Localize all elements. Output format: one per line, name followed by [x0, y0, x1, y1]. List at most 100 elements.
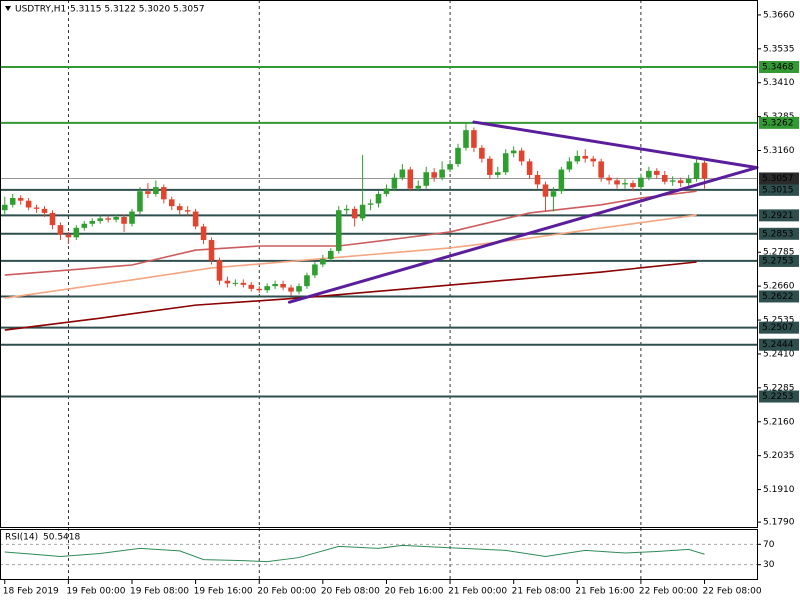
x-tick-label: 21 Feb 08:00 [512, 587, 571, 597]
candle-body [646, 170, 652, 178]
ohlc-readout: 5.3115 5.3122 5.3020 5.3057 [70, 5, 205, 15]
level-label-box [759, 290, 799, 303]
level-label: 5.2921 [762, 211, 794, 221]
level-label: 5.2753 [762, 256, 794, 266]
candle-body [312, 264, 318, 276]
chart-title: USDTRY,H1 [15, 5, 66, 15]
candle-body [335, 210, 342, 251]
candle-body [296, 286, 302, 292]
y-tick-label: 5.2160 [763, 417, 795, 427]
candle-body [320, 259, 326, 265]
main-pane-frame [0, 0, 758, 528]
candle-body [431, 172, 437, 178]
candle-body [49, 212, 56, 226]
y-tick-label: 5.2785 [763, 248, 795, 258]
x-tick-label: 19 Feb 08:00 [130, 587, 189, 597]
candle-body [701, 162, 708, 179]
candle-body [280, 283, 286, 288]
y-tick-label: 5.2035 [763, 451, 795, 461]
candle-body [65, 234, 72, 238]
level-label-box [759, 338, 799, 351]
rsi-line [4, 544, 705, 563]
candle-body [81, 223, 88, 228]
candle-body [399, 169, 406, 178]
candle-body [1, 204, 8, 211]
level-label: 5.2507 [762, 323, 794, 333]
candle-body [542, 184, 549, 197]
y-tick-label: 70 [763, 540, 775, 550]
candle-body [256, 288, 263, 291]
candle-body [582, 155, 589, 159]
candle-body [351, 208, 358, 219]
x-tick-label: 21 Feb 16:00 [575, 587, 634, 597]
candle-body [391, 177, 398, 189]
marks-layer [1, 120, 759, 563]
candle-body [57, 225, 64, 235]
candle-body [192, 211, 199, 227]
candle-body [630, 183, 636, 188]
rsi-value: 50.5418 [43, 533, 80, 543]
y-tick-label: 5.3410 [763, 78, 795, 88]
level-label-box [759, 60, 799, 73]
candle-body [145, 191, 151, 194]
candle-body [224, 280, 231, 284]
candle-body [463, 130, 469, 148]
candle-body [184, 210, 191, 212]
level-label-box [759, 321, 799, 334]
level-label: 5.3015 [762, 185, 794, 195]
candle-body [606, 177, 612, 181]
y-tick-label: 5.3660 [763, 10, 795, 20]
candle-body [574, 155, 581, 162]
candle-body [137, 191, 143, 212]
candle-body [558, 169, 565, 192]
candle-body [153, 187, 159, 194]
candle-body [669, 180, 676, 182]
y-tick-label: 5.2410 [763, 349, 795, 359]
candle-body [654, 170, 660, 175]
candle-body [240, 282, 247, 285]
level-label: 5.2253 [762, 392, 794, 402]
candle-body [272, 283, 278, 287]
trend-line [472, 120, 759, 170]
rsi-pane-frame [0, 529, 758, 580]
candle-body [288, 287, 294, 292]
candle-body [590, 158, 596, 162]
candle-body [232, 282, 239, 284]
x-tick-label: 22 Feb 00:00 [639, 587, 698, 597]
candle-body [105, 218, 111, 220]
level-label-box [759, 254, 799, 267]
price-label: 5.3057 [762, 174, 794, 184]
candle-body [455, 147, 461, 165]
y-tick-label: 5.1790 [763, 518, 795, 528]
candle-body [208, 240, 215, 261]
candle-body [9, 197, 16, 205]
level-label: 5.3468 [762, 62, 794, 72]
menu-arrow[interactable] [5, 6, 11, 11]
x-tick-label: 20 Feb 16:00 [384, 587, 443, 597]
x-tick-label: 22 Feb 08:00 [703, 587, 762, 597]
candle-body [113, 216, 119, 220]
candle-body [129, 211, 135, 224]
x-tick-label: 19 Feb 16:00 [194, 587, 253, 597]
level-label-box [759, 227, 799, 240]
candle-body [685, 179, 692, 184]
candle-body [447, 164, 453, 170]
level-label-box [759, 390, 799, 403]
candle-body [161, 187, 167, 200]
trend-line [287, 166, 759, 304]
candle-body [343, 208, 350, 211]
candle-body [622, 183, 628, 185]
labels-layer: 5.36605.35355.34105.32855.31605.27855.26… [3, 10, 799, 597]
y-tick-label: 5.2535 [763, 316, 795, 326]
price-label-box [759, 172, 799, 185]
moving-average [4, 214, 697, 299]
y-tick-label: 5.2660 [763, 282, 795, 292]
y-tick-label: 5.2285 [763, 383, 795, 393]
candle-body [439, 169, 445, 178]
candle-body [693, 162, 700, 180]
level-label-box [759, 209, 799, 222]
level-label: 5.2853 [762, 229, 794, 239]
candle-body [264, 286, 270, 291]
x-tick-label: 20 Feb 08:00 [321, 587, 380, 597]
